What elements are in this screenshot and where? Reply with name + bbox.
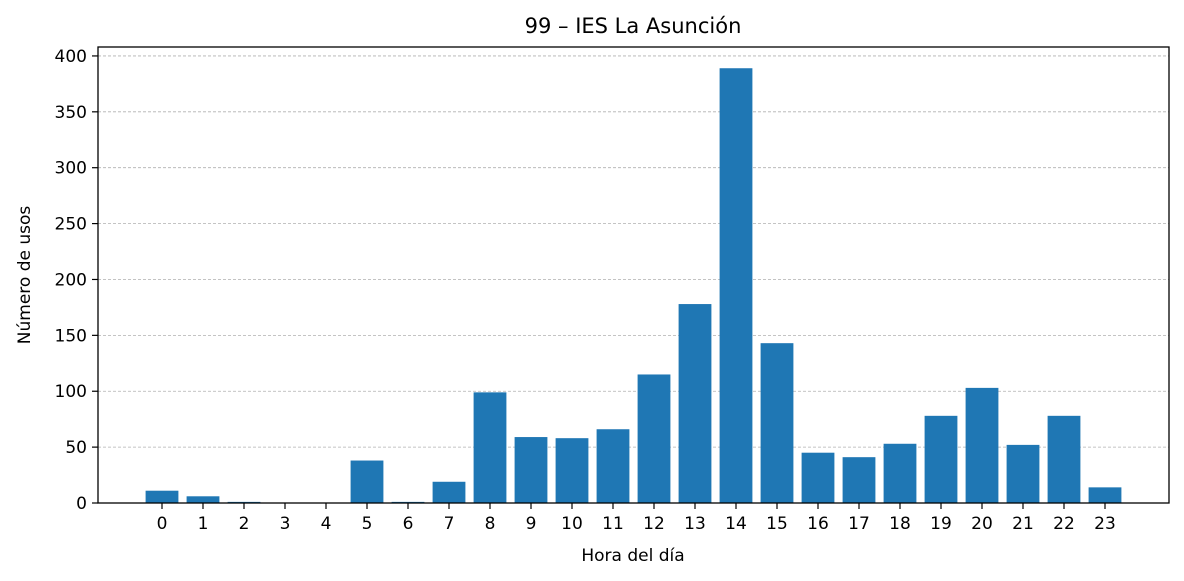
bars [145,68,1122,503]
x-tick-label: 3 [280,514,291,534]
bar-hour-10 [555,438,589,503]
y-tick-label: 0 [76,494,87,514]
x-tick-label: 5 [362,514,373,534]
x-tick-label: 4 [321,514,332,534]
x-tick-label: 2 [239,514,250,534]
x-tick-label: 1 [198,514,209,534]
y-axis-ticks: 0 50 100 150 200 250 300 350 400 [55,47,98,514]
y-tick-label: 250 [55,215,87,235]
bar-hour-19 [924,415,958,503]
bar-hour-20 [965,387,999,503]
plot-frame [97,46,1170,504]
x-tick-label: 15 [766,514,788,534]
x-tick-label: 9 [526,514,537,534]
bar-hour-22 [1047,415,1081,503]
x-tick-label: 11 [602,514,624,534]
x-axis-ticks: 0 1 2 3 4 5 6 7 8 9 10 11 12 13 14 15 16 17 18 19 20 21 22 23 [157,503,1116,534]
x-tick-label: 21 [1012,514,1034,534]
bar-hour-18 [883,443,917,503]
bar-hour-1 [186,496,220,503]
bar-hour-8 [473,392,507,503]
bar-hour-5 [350,460,384,503]
x-tick-label: 17 [848,514,870,534]
x-tick-label: 12 [643,514,665,534]
y-tick-label: 100 [55,382,87,402]
y-tick-label: 150 [55,326,87,346]
bar-hour-16 [801,452,835,503]
y-axis-label: Número de usos [15,206,35,345]
y-tick-label: 350 [55,103,87,123]
bar-hour-15 [760,343,794,503]
x-axis-label: Hora del día [581,546,684,566]
bar-hour-21 [1006,444,1040,503]
x-tick-label: 18 [889,514,911,534]
grid-lines [98,55,1169,448]
bar-hour-13 [678,304,712,503]
bar-hour-11 [596,429,630,503]
bar-hour-23 [1088,487,1122,503]
bar-hour-9 [514,437,548,503]
x-tick-label: 0 [157,514,168,534]
bar-hour-17 [842,457,876,503]
y-tick-label: 400 [55,47,87,67]
x-tick-label: 20 [971,514,993,534]
bar-hour-0 [145,490,179,503]
bar-hour-12 [637,374,671,503]
chart-title: 99 – IES La Asunción [525,14,742,38]
x-tick-label: 22 [1053,514,1075,534]
bar-hour-14 [719,68,753,503]
x-tick-label: 16 [807,514,829,534]
y-tick-label: 50 [65,438,87,458]
x-tick-label: 10 [561,514,583,534]
y-tick-label: 200 [55,270,87,290]
x-tick-label: 14 [725,514,747,534]
bar-hour-7 [432,481,466,503]
y-tick-label: 300 [55,159,87,179]
x-tick-label: 6 [403,514,414,534]
x-tick-label: 7 [444,514,455,534]
x-tick-label: 23 [1094,514,1116,534]
x-tick-label: 13 [684,514,706,534]
x-tick-label: 19 [930,514,952,534]
x-tick-label: 8 [485,514,496,534]
